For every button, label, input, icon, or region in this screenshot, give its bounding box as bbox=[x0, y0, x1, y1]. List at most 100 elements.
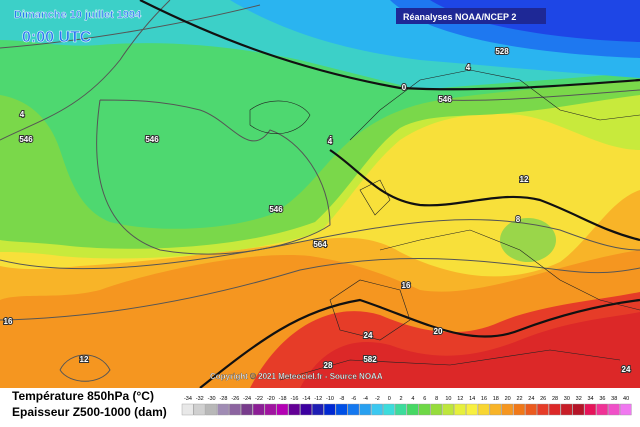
scale-swatch bbox=[584, 403, 597, 416]
time: 0:00 UTC bbox=[22, 29, 92, 46]
scale-swatch bbox=[300, 403, 312, 416]
contour-label: 4 bbox=[466, 63, 471, 72]
scale-swatch bbox=[205, 403, 218, 416]
temperature-zone bbox=[300, 312, 640, 388]
scale-label: 14 bbox=[469, 396, 475, 402]
scale-swatch bbox=[323, 403, 336, 416]
contour-label: 546 bbox=[269, 205, 283, 214]
scale-label: 16 bbox=[481, 396, 487, 402]
contour bbox=[0, 219, 640, 270]
scale-swatch bbox=[501, 403, 514, 416]
scale-label: -4 bbox=[363, 396, 368, 402]
contour-label: 12 bbox=[520, 175, 529, 184]
contour bbox=[0, 4, 261, 49]
scale-swatch bbox=[548, 403, 561, 416]
thickness-contours bbox=[0, 0, 640, 382]
coastlines bbox=[249, 69, 640, 381]
scale-label: 34 bbox=[587, 396, 593, 402]
scale-label: 32 bbox=[576, 396, 582, 402]
source: Réanalyses NOAA/NCEP 2 bbox=[403, 12, 516, 22]
scale-swatch bbox=[454, 403, 466, 416]
scale-swatch bbox=[525, 403, 537, 416]
contour-label: 28 bbox=[324, 361, 333, 370]
contour bbox=[96, 99, 331, 255]
coast bbox=[379, 229, 640, 311]
scale-label: 6 bbox=[423, 396, 426, 402]
scale-swatch bbox=[513, 403, 526, 416]
contour-label: 528 bbox=[495, 47, 509, 56]
contour-label: 8 bbox=[516, 215, 521, 224]
legend-title: Epaisseur Z500-1000 (dam) bbox=[12, 405, 167, 419]
scale-swatch bbox=[193, 403, 206, 416]
contour-label: 24 bbox=[622, 365, 631, 374]
scale-label: 22 bbox=[516, 396, 522, 402]
scale-label: -6 bbox=[351, 396, 356, 402]
scale-swatch bbox=[335, 403, 348, 416]
coast bbox=[359, 179, 391, 216]
legend-title: Température 850hPa (°C) bbox=[12, 389, 154, 403]
contour bbox=[0, 0, 171, 141]
scale-label: 28 bbox=[552, 396, 558, 402]
scale-label: 26 bbox=[540, 396, 546, 402]
scale-swatch bbox=[477, 403, 490, 416]
temperature-zone bbox=[500, 218, 556, 262]
contour-label: 12 bbox=[80, 355, 89, 364]
contour bbox=[139, 0, 640, 91]
scale-swatch bbox=[466, 403, 478, 416]
scale-swatch bbox=[619, 403, 632, 416]
contour-label: 16 bbox=[4, 317, 13, 326]
scale-label: 38 bbox=[611, 396, 617, 402]
scale-label: -22 bbox=[255, 396, 263, 402]
scale-label: 30 bbox=[564, 396, 570, 402]
scale-label: -2 bbox=[375, 396, 380, 402]
scale-label: 4 bbox=[411, 396, 414, 402]
scale-swatch bbox=[241, 403, 253, 416]
scale-label: 40 bbox=[623, 396, 629, 402]
scale-swatch bbox=[418, 403, 431, 416]
scale-swatch bbox=[537, 403, 549, 416]
scale-label: -20 bbox=[267, 396, 275, 402]
scale-label: -10 bbox=[326, 396, 334, 402]
contour bbox=[199, 298, 640, 389]
copyright: Copyright © 2021 Meteociel.fr - Source N… bbox=[210, 372, 383, 381]
scale-swatch bbox=[359, 403, 372, 416]
scale-swatch bbox=[596, 403, 608, 416]
contour-label: 546 bbox=[145, 135, 159, 144]
contour bbox=[59, 354, 111, 382]
scale-swatch bbox=[430, 403, 443, 416]
contour-label: 16 bbox=[402, 281, 411, 290]
contour-label: 564 bbox=[313, 240, 327, 249]
scale-swatch bbox=[608, 403, 620, 416]
scale-label: 12 bbox=[457, 396, 463, 402]
scale-swatch bbox=[264, 403, 277, 416]
scale-swatch bbox=[442, 403, 454, 416]
scale-swatch bbox=[181, 403, 194, 416]
scale-swatch bbox=[229, 403, 241, 416]
scale-label: -14 bbox=[302, 396, 310, 402]
iceland bbox=[249, 100, 311, 134]
scale-label: 2 bbox=[400, 396, 403, 402]
contour-label: 0 bbox=[402, 83, 407, 92]
scale-swatch bbox=[252, 403, 265, 416]
scale-label: -8 bbox=[339, 396, 344, 402]
scale-label: -18 bbox=[279, 396, 287, 402]
scale-swatch bbox=[406, 403, 419, 416]
scale-swatch bbox=[560, 403, 573, 416]
contour-label: 4 bbox=[328, 137, 333, 146]
contour-label: 546 bbox=[19, 135, 33, 144]
scale-swatch bbox=[217, 403, 229, 416]
contour-label: 582 bbox=[363, 355, 377, 364]
scale-swatch bbox=[383, 403, 395, 416]
contour-label: 4 bbox=[328, 135, 333, 144]
scale-label: 10 bbox=[445, 396, 451, 402]
scale-label: -16 bbox=[291, 396, 299, 402]
scale-swatch bbox=[276, 403, 289, 416]
scale-label: 0 bbox=[388, 396, 391, 402]
contour-label: 4 bbox=[20, 110, 25, 119]
scale-label: 8 bbox=[435, 396, 438, 402]
scale-label: -24 bbox=[243, 396, 251, 402]
date: Dimanche 10 juillet 1994 bbox=[14, 9, 142, 21]
scale-label: 24 bbox=[528, 396, 534, 402]
